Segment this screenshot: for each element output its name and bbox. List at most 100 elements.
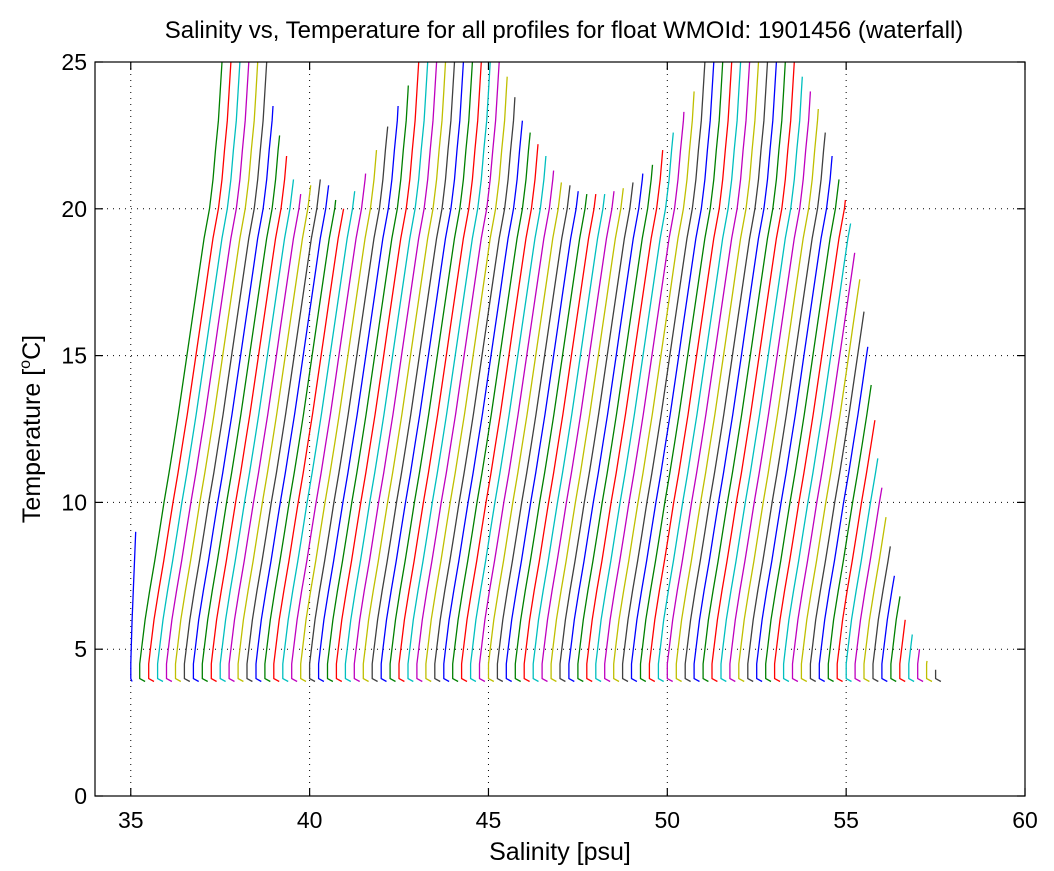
- profile-line: [174, 61, 259, 683]
- profile-line: [809, 311, 865, 683]
- profile-line: [201, 135, 281, 683]
- profile-line: [255, 185, 330, 683]
- profile-line: [291, 173, 367, 683]
- profile-line: [818, 346, 869, 683]
- profile-line: [925, 660, 933, 683]
- y-axis-label-main: Temperature [: [18, 369, 46, 523]
- profile-line: [407, 61, 491, 683]
- x-tick-label: 35: [118, 807, 144, 833]
- profile-line: [917, 649, 924, 683]
- profile-line: [693, 61, 778, 683]
- profile-line: [827, 384, 872, 683]
- profile-line: [604, 111, 685, 683]
- y-tick-label: 20: [61, 196, 87, 222]
- profile-line: [425, 76, 508, 683]
- profile-line: [675, 61, 760, 683]
- profile-line: [782, 223, 852, 683]
- profile-line: [416, 61, 500, 683]
- profile-line: [237, 185, 312, 683]
- profile-line: [148, 61, 232, 683]
- profile-line: [353, 61, 438, 683]
- profile-line: [711, 61, 795, 683]
- profile-line: [469, 155, 547, 683]
- profile-line: [881, 575, 896, 683]
- profile-line: [496, 185, 571, 683]
- plot-frame: [94, 61, 1026, 797]
- profile-line: [443, 120, 524, 683]
- profile-line: [478, 170, 555, 683]
- profile-line: [639, 61, 724, 683]
- profile-line: [550, 188, 624, 683]
- profile-line: [773, 199, 847, 683]
- profile-line: [460, 144, 539, 683]
- profile-line: [452, 132, 531, 683]
- profile-line: [362, 61, 447, 683]
- profile-line: [854, 487, 883, 683]
- profile-line: [335, 61, 420, 683]
- profile-line: [192, 105, 274, 683]
- profile-line: [863, 516, 887, 683]
- profile-line: [326, 85, 409, 683]
- profile-line: [523, 194, 597, 683]
- profile-line: [139, 61, 223, 683]
- profile-line: [228, 194, 302, 683]
- y-tick-label: 25: [61, 49, 87, 75]
- x-tick-label: 60: [1012, 807, 1038, 833]
- profile-line: [738, 108, 819, 683]
- profile-line: [568, 173, 644, 683]
- profile-line: [586, 150, 664, 683]
- profile-line: [219, 179, 295, 683]
- axis-ticks: [95, 61, 1026, 797]
- profile-line: [765, 179, 840, 683]
- profile-line: [559, 182, 634, 683]
- profile-line: [595, 132, 674, 683]
- y-axis-label-superscript: o: [17, 360, 34, 369]
- profile-line: [541, 191, 615, 683]
- profile-line: [836, 420, 876, 683]
- profile-line: [183, 61, 268, 683]
- profile-line: [487, 182, 563, 683]
- profile-line: [505, 191, 579, 683]
- profile-line: [300, 150, 378, 683]
- profile-line: [577, 164, 654, 683]
- profile-line: [389, 61, 474, 683]
- x-tick-label: 55: [833, 807, 859, 833]
- profile-line: [666, 61, 751, 683]
- profile-line: [398, 61, 482, 683]
- profile-line: [934, 669, 942, 683]
- x-tick-label: 45: [476, 807, 502, 833]
- y-tick-label: 10: [61, 489, 87, 515]
- profile-line: [908, 634, 915, 683]
- profile-line: [800, 279, 861, 683]
- x-axis-label: Salinity [psu]: [489, 838, 631, 866]
- profile-line: [165, 61, 250, 683]
- profile-line: [380, 61, 465, 683]
- x-tick-labels: 35 40 45 50 55 60: [118, 807, 1038, 833]
- y-tick-labels: 0 5 10 15 20 25: [61, 49, 87, 809]
- profile-line: [756, 155, 833, 683]
- chart-title: Salinity vs, Temperature for all profile…: [165, 17, 964, 44]
- y-tick-label: 5: [74, 636, 87, 662]
- profile-line: [747, 132, 826, 683]
- y-tick-label: 15: [61, 343, 87, 369]
- profile-line: [630, 61, 715, 683]
- profile-line: [890, 596, 901, 683]
- y-tick-label: 0: [74, 783, 87, 809]
- profile-line: [282, 191, 356, 683]
- profile-line: [264, 199, 337, 683]
- x-tick-label: 40: [297, 807, 323, 833]
- profile-line: [729, 91, 812, 683]
- profile-line: [791, 252, 856, 683]
- profile-line: [684, 61, 769, 683]
- profile-line: [532, 194, 606, 683]
- profile-line: [130, 531, 137, 682]
- profile-line: [434, 97, 516, 683]
- profile-line: [210, 155, 288, 683]
- profile-line: [845, 458, 879, 683]
- y-axis-label: Temperature [oC]: [17, 335, 46, 523]
- profile-line: [720, 76, 803, 683]
- profile-line: [317, 105, 399, 683]
- profile-line: [308, 126, 389, 683]
- profile-line: [621, 61, 706, 683]
